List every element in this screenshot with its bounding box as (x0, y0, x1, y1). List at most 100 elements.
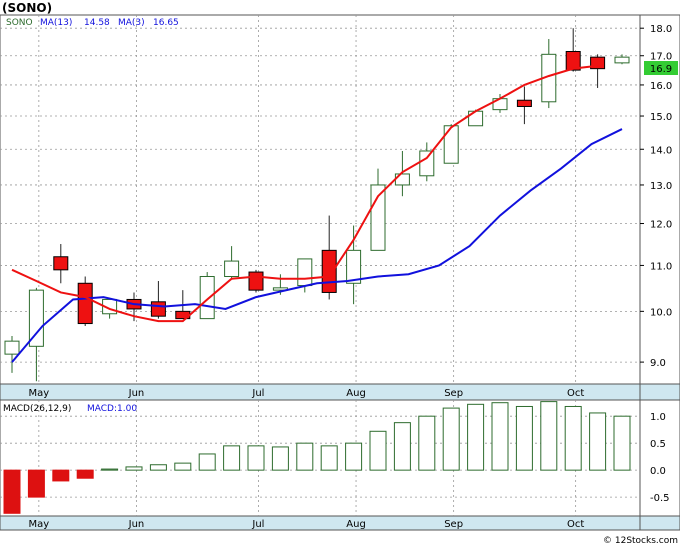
candle-body (516, 99, 532, 107)
legend-symbol: SONO (6, 18, 33, 28)
macd-bar (393, 422, 411, 471)
candle-body (419, 150, 435, 177)
candle-body (199, 276, 215, 320)
macd-bar (540, 401, 558, 471)
macd-bar (369, 430, 387, 471)
macd-bar (296, 442, 314, 471)
macd-bar (125, 466, 143, 471)
candle (346, 225, 362, 305)
price-tick-label: 12.0 (650, 220, 672, 231)
macd-bar (589, 412, 607, 471)
price-axis (639, 14, 680, 385)
candle (419, 142, 435, 182)
macd-bar (345, 442, 363, 471)
date-axis-bar (0, 383, 641, 401)
macd-bar (515, 405, 533, 471)
candle (590, 54, 606, 88)
macd-month-label: Oct (567, 519, 584, 530)
macd-bar (52, 469, 70, 482)
candle (53, 244, 69, 284)
ma3-line (11, 64, 598, 323)
candle (224, 246, 240, 279)
month-label: Oct (567, 388, 584, 399)
candle-body (297, 258, 313, 287)
macd-bar (149, 464, 167, 471)
price-tick-label: 16.0 (650, 81, 672, 92)
macd-bar (442, 407, 460, 471)
price-tick-label: 18.0 (650, 24, 672, 35)
price-tick-label: 14.0 (650, 145, 672, 156)
legend-ma3-value: 16.65 (153, 18, 179, 28)
legend-ma13-label: MA(13) (40, 18, 72, 28)
candle-body (370, 184, 386, 251)
candle-body (28, 289, 44, 347)
candle-body (248, 271, 264, 291)
macd-tick-label: -0.5 (650, 493, 670, 504)
candle (565, 28, 581, 72)
month-label: Sep (444, 388, 463, 399)
candle-body (224, 260, 240, 278)
candle-body (321, 249, 337, 293)
candle-body (590, 56, 606, 70)
macd-axis (639, 399, 680, 517)
candle (443, 124, 459, 164)
candle-body (443, 125, 459, 164)
price-panel (0, 14, 641, 385)
candle-body (4, 340, 20, 355)
ma13-line (11, 128, 623, 363)
macd-bar (271, 446, 289, 471)
candle-body (77, 282, 93, 325)
macd-bar (198, 453, 216, 471)
price-tick-label: 9.0 (650, 358, 666, 369)
macd-value-label: MACD:1.00 (87, 404, 137, 414)
macd-bar (76, 469, 94, 479)
price-tick-label: 13.0 (650, 181, 672, 192)
candle (541, 39, 557, 109)
legend-ma3-label: MA(3) (118, 18, 145, 28)
macd-month-label: Aug (346, 519, 366, 530)
axis-labels: 9.0 10.0 11.0 12.0 13.0 14.0 15.0 16.0 17.0 18.0 M… (28, 24, 672, 530)
candle-body (53, 256, 69, 271)
price-tick-label: 10.0 (650, 307, 672, 318)
macd-bar (247, 445, 265, 471)
macd-bar (223, 445, 241, 471)
date-axis-corner (639, 383, 680, 401)
macd-month-label: Jul (251, 519, 264, 530)
candle (4, 336, 20, 373)
macd-title: MACD(26,12,9) (3, 404, 71, 414)
legend-ma13-value: 14.58 (84, 18, 110, 28)
macd-bar (320, 445, 338, 471)
month-label: Jun (128, 388, 145, 399)
candle (248, 269, 264, 293)
candle-body (346, 249, 362, 284)
macd-month-label: Jun (128, 519, 145, 530)
candle (516, 86, 532, 125)
candle (199, 272, 215, 320)
macd-date-axis-corner (639, 515, 680, 531)
macd-bar (418, 415, 436, 471)
price-marks (4, 28, 630, 382)
macd-bar (101, 468, 119, 471)
candle (77, 276, 93, 327)
macd-month-label: May (28, 519, 49, 530)
last-price-tag (644, 61, 678, 75)
macd-date-axis-bar (0, 515, 641, 531)
macd-tick-label: 0.5 (650, 439, 666, 450)
candle (614, 54, 630, 65)
macd-bar (467, 403, 485, 471)
last-price-value: 16.9 (650, 64, 672, 75)
macd-bar (3, 469, 21, 514)
macd-tick-label: 0.0 (650, 466, 666, 477)
price-tick-label: 15.0 (650, 112, 672, 123)
price-tick-label: 17.0 (650, 52, 672, 63)
macd-bar (613, 415, 631, 471)
macd-bar (27, 469, 45, 498)
macd-marks (3, 401, 631, 514)
candle-body (565, 51, 581, 71)
macd-bar (564, 405, 582, 471)
copyright: © 12Stocks.com (603, 536, 678, 546)
macd-bar (491, 402, 509, 471)
macd-bar (174, 462, 192, 471)
candle-body (150, 301, 166, 317)
